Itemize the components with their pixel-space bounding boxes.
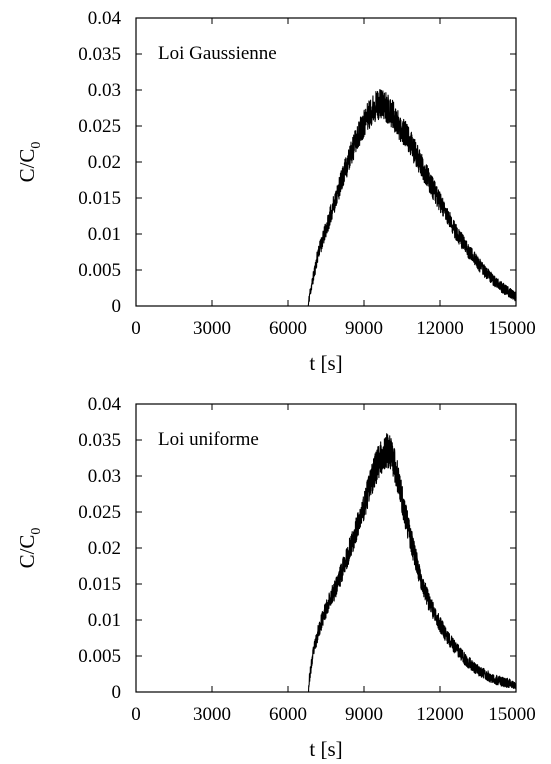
chart-1-annotation: Loi Gaussienne: [158, 43, 277, 64]
chart-2-ytick-label: 0.035: [78, 430, 121, 451]
chart-1-ytick-label: 0.005: [78, 260, 121, 281]
chart-2-series-line: [307, 433, 517, 693]
chart-1-y-axis-label-main: C/C: [15, 149, 39, 183]
chart-1-y-axis-label-sub: 0: [29, 142, 44, 149]
chart-2-xtick-label: 6000: [269, 704, 307, 725]
chart-2: 0 0.005 0.01 0.015 0.02 0.025 0.03 0.035…: [15, 394, 536, 761]
chart-2-series: [307, 433, 517, 693]
chart-2-xtick-label: 0: [131, 704, 141, 725]
chart-1-ytick-label: 0.01: [88, 224, 121, 245]
chart-2-xtick-label: 3000: [193, 704, 231, 725]
chart-1: 0 0.005 0.01 0.015 0.02 0.025 0.03 0.035…: [15, 8, 536, 375]
chart-2-ytick-label: 0: [112, 682, 122, 703]
chart-1-series-line: [307, 88, 517, 307]
chart-1-xtick-label: 15000: [488, 318, 536, 339]
chart-2-xtick-label: 15000: [488, 704, 536, 725]
chart-1-ytick-label: 0.015: [78, 188, 121, 209]
chart-1-xtick-label: 9000: [345, 318, 383, 339]
chart-2-ytick-label: 0.03: [88, 466, 121, 487]
chart-2-ytick-label: 0.01: [88, 610, 121, 631]
chart-2-annotation: Loi uniforme: [158, 429, 259, 450]
chart-1-ytick-label: 0.03: [88, 80, 121, 101]
chart-1-xtick-label: 12000: [416, 318, 464, 339]
chart-2-ytick-label: 0.025: [78, 502, 121, 523]
chart-1-series: [307, 88, 517, 307]
chart-1-x-axis-label: t [s]: [309, 351, 342, 375]
chart-2-xtick-label: 9000: [345, 704, 383, 725]
chart-2-ytick-label: 0.02: [88, 538, 121, 559]
chart-2-xtick-label: 12000: [416, 704, 464, 725]
chart-2-ticks: [135, 403, 517, 693]
chart-1-xtick-label: 6000: [269, 318, 307, 339]
chart-1-xtick-label: 0: [131, 318, 141, 339]
chart-2-ytick-label: 0.015: [78, 574, 121, 595]
chart-2-ytick-label: 0.005: [78, 646, 121, 667]
chart-2-x-axis-label: t [s]: [309, 737, 342, 761]
chart-2-y-axis-label-sub: 0: [29, 528, 44, 535]
chart-1-ytick-label: 0: [112, 296, 122, 317]
chart-2-y-axis-label-main: C/C: [15, 535, 39, 569]
chart-2-ytick-label: 0.04: [88, 394, 122, 415]
chart-2-y-axis-label: C/C0: [15, 528, 44, 569]
chart-1-ytick-label: 0.035: [78, 44, 121, 65]
chart-1-ytick-label: 0.02: [88, 152, 121, 173]
chart-1-y-axis-label: C/C0: [15, 142, 44, 183]
chart-1-ticks: [135, 17, 517, 307]
chart-1-ytick-label: 0.04: [88, 8, 122, 29]
chart-1-xtick-label: 3000: [193, 318, 231, 339]
chart-1-ytick-label: 0.025: [78, 116, 121, 137]
